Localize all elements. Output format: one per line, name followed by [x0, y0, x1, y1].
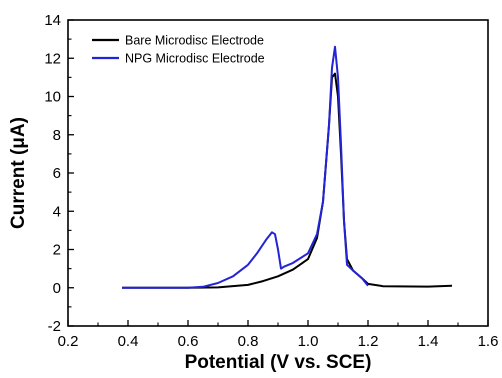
x-tick-label: 0.6 — [178, 333, 199, 350]
y-tick-label: 6 — [53, 165, 61, 182]
x-tick-label: 0.8 — [238, 333, 259, 350]
series-line-2 — [122, 45, 369, 289]
x-axis-title: Potential (V vs. SCE) — [185, 352, 372, 373]
y-tick-label: 12 — [44, 50, 61, 67]
y-tick-label: -2 — [48, 318, 61, 335]
y-tick-label: 14 — [44, 12, 61, 29]
series-line-1 — [122, 72, 453, 289]
legend: Bare Microdisc Electrode NPG Microdisc El… — [92, 34, 265, 66]
tick-labels: 0.2 0.4 0.6 0.8 1.0 1.2 1.4 1.6 -2 0 2 4 6 8 10 12 14 — [44, 12, 498, 350]
y-tick-label: 4 — [53, 203, 61, 220]
legend-label-1: Bare Microdisc Electrode — [125, 34, 264, 48]
x-tick-label: 1.2 — [358, 333, 379, 350]
plot-frame — [67, 19, 489, 327]
x-tick-label: 1.6 — [478, 333, 499, 350]
axis-ticks — [67, 19, 489, 327]
y-tick-label: 2 — [53, 242, 61, 259]
y-tick-label: 0 — [53, 280, 61, 297]
x-tick-label: 0.4 — [118, 333, 139, 350]
x-tick-label: 1.4 — [418, 333, 439, 350]
legend-label-2: NPG Microdisc Electrode — [125, 52, 265, 66]
y-tick-label: 8 — [53, 127, 61, 144]
y-axis-title: Current (μA) — [8, 117, 29, 229]
x-tick-label: 0.2 — [58, 333, 79, 350]
y-tick-label: 10 — [44, 89, 61, 106]
x-tick-label: 1.0 — [298, 333, 319, 350]
series-layer — [122, 45, 453, 289]
